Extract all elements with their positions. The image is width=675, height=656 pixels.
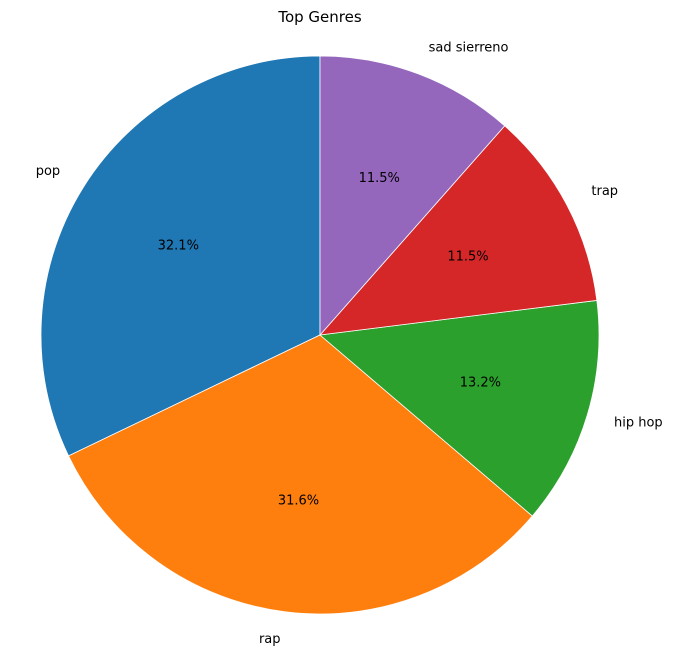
pie-slice-sad-sierreno bbox=[319, 55, 506, 337]
pct-label-pop: 32.1% bbox=[158, 238, 199, 253]
slice-label-hip-hop: hip hop bbox=[614, 416, 663, 431]
slice-label-sad-sierreno: sad sierreno bbox=[429, 40, 509, 55]
labels-group: pop 32.1% rap 31.6% hip hop 13.2% trap 11.5% sad… bbox=[36, 40, 663, 646]
pie-slice-rap bbox=[68, 334, 533, 615]
chart-title: Top Genres bbox=[277, 8, 362, 26]
pie-slice-pop bbox=[40, 55, 321, 457]
pie-slice-trap bbox=[319, 125, 598, 336]
slice-label-rap: rap bbox=[259, 632, 281, 647]
slice-label-pop: pop bbox=[36, 164, 60, 179]
pct-label-sad-sierreno: 11.5% bbox=[359, 171, 400, 186]
slices-group bbox=[40, 55, 600, 615]
pct-label-trap: 11.5% bbox=[447, 249, 488, 264]
slice-label-trap: trap bbox=[591, 184, 618, 199]
pct-label-hip-hop: 13.2% bbox=[460, 376, 501, 391]
pct-label-rap: 31.6% bbox=[278, 494, 319, 509]
pie-slice-hip-hop bbox=[319, 299, 600, 517]
